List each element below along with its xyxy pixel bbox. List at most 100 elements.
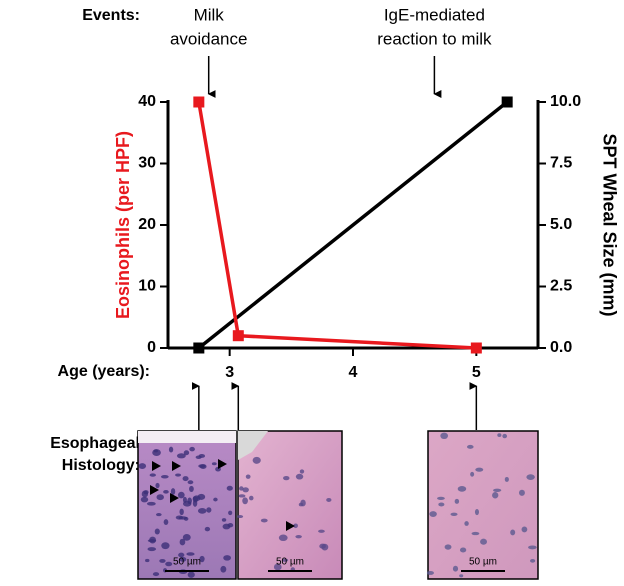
- nucleus: [189, 446, 195, 452]
- nucleus: [521, 526, 528, 533]
- nucleus: [211, 462, 217, 466]
- nucleus: [236, 515, 244, 519]
- nucleus: [178, 552, 185, 558]
- nucleus: [161, 542, 170, 550]
- nucleus: [281, 558, 289, 562]
- nucleus: [295, 473, 304, 480]
- series-line: [197, 101, 477, 350]
- nucleus: [459, 574, 464, 578]
- nucleus: [283, 476, 290, 481]
- nucleus: [182, 534, 191, 541]
- nucleus: [466, 444, 474, 449]
- nucleus: [493, 488, 502, 492]
- lumen: [238, 431, 268, 460]
- nucleus: [199, 555, 205, 563]
- nucleus: [249, 495, 254, 501]
- nucleus: [197, 507, 207, 514]
- nucleus: [189, 485, 194, 492]
- nucleus: [213, 497, 218, 502]
- y-tick-label: 40: [138, 93, 156, 110]
- nucleus: [152, 572, 160, 577]
- nucleus: [238, 494, 246, 498]
- nucleus: [444, 544, 452, 550]
- nucleus: [437, 496, 445, 501]
- nucleus: [242, 487, 249, 493]
- event-label: Milk: [194, 5, 225, 24]
- nucleus: [223, 555, 231, 561]
- series-line: [197, 100, 509, 350]
- nucleus: [530, 559, 536, 563]
- marker: [232, 330, 244, 342]
- nucleus: [260, 518, 268, 523]
- nucleus: [220, 565, 227, 573]
- nucleus: [450, 512, 458, 517]
- nucleus: [187, 571, 195, 578]
- nucleus: [528, 545, 537, 550]
- arrowhead-marker: [150, 485, 159, 495]
- y-tick-label: 20: [138, 216, 156, 233]
- nucleus: [252, 456, 261, 464]
- nucleus: [295, 534, 302, 539]
- nucleus: [154, 528, 160, 535]
- nucleus: [440, 432, 449, 440]
- y-tick-label: 0: [147, 339, 156, 356]
- nucleus: [475, 467, 484, 472]
- nucleus: [526, 474, 535, 480]
- nucleus: [518, 489, 525, 496]
- x-tick-label: 5: [472, 364, 481, 381]
- y-axis-label: Eosinophils (per HPF): [113, 131, 133, 319]
- nucleus: [504, 476, 509, 482]
- nucleus: [299, 469, 305, 474]
- nucleus: [159, 558, 166, 563]
- nucleus: [156, 494, 164, 501]
- histology-image: [427, 430, 539, 580]
- y2-tick-label: 2.5: [550, 278, 572, 295]
- nucleus: [273, 563, 282, 571]
- nucleus: [245, 474, 251, 479]
- scale-bar-label: 50 µm: [469, 557, 497, 568]
- nucleus: [179, 556, 187, 562]
- nucleus: [186, 552, 195, 556]
- nucleus: [426, 570, 434, 575]
- y-tick-label: 10: [138, 278, 156, 295]
- events-label: Events:: [82, 7, 140, 24]
- histology-label: Esophageal: [50, 435, 140, 452]
- nucleus: [177, 491, 185, 499]
- y2-tick-label: 10.0: [550, 93, 581, 110]
- nucleus: [452, 565, 459, 572]
- x-axis-label: Age (years):: [58, 363, 150, 380]
- nucleus: [155, 482, 160, 489]
- nucleus: [192, 499, 198, 507]
- nucleus: [474, 508, 480, 516]
- y2-tick-label: 7.5: [550, 155, 572, 172]
- arrowhead-marker: [286, 521, 295, 531]
- scale-bar-label: 50 µm: [173, 557, 201, 568]
- marker: [193, 96, 205, 108]
- nucleus: [176, 453, 186, 459]
- nucleus: [318, 529, 325, 533]
- nucleus: [163, 519, 169, 526]
- nucleus: [228, 510, 233, 516]
- event-label: avoidance: [170, 29, 248, 48]
- event-label: reaction to milk: [377, 29, 492, 48]
- nucleus: [492, 492, 499, 499]
- nucleus: [198, 464, 206, 468]
- marker: [470, 342, 482, 354]
- nucleus: [195, 455, 202, 459]
- nucleus: [221, 518, 227, 522]
- nucleus: [429, 511, 437, 517]
- nucleus: [470, 471, 475, 477]
- nucleus: [326, 497, 332, 502]
- nucleus: [300, 499, 306, 507]
- nucleus: [510, 529, 516, 536]
- nucleus: [170, 488, 176, 495]
- nucleus: [464, 521, 469, 526]
- nucleus: [502, 433, 508, 439]
- nucleus: [140, 496, 149, 503]
- nucleus: [459, 547, 467, 553]
- y2-tick-label: 0.0: [550, 339, 572, 356]
- nucleus: [293, 523, 298, 529]
- nucleus: [321, 543, 329, 551]
- nucleus: [278, 534, 288, 542]
- nucleus: [204, 526, 211, 532]
